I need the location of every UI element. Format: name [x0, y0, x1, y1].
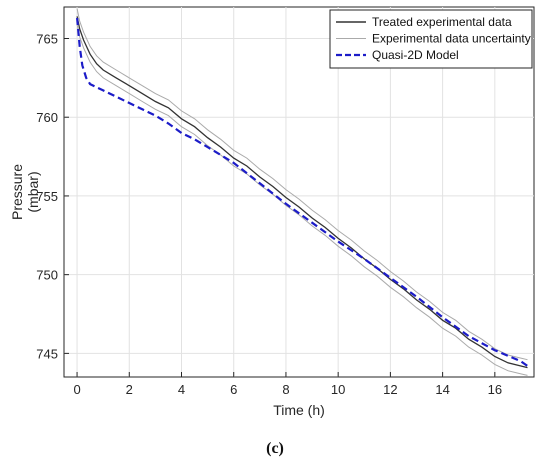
- x-tick-label: 8: [282, 382, 289, 397]
- x-tick-label: 4: [178, 382, 185, 397]
- quasi-2d-model-line: [76, 17, 529, 367]
- y-tick-labels: 745 750 755 760 765: [36, 31, 58, 361]
- y-tick-label: 750: [36, 268, 58, 283]
- x-tick-label: 16: [488, 382, 502, 397]
- grid-lines: [64, 7, 534, 377]
- x-axis-label: Time (h): [273, 402, 325, 418]
- legend-label: Experimental data uncertainty: [372, 32, 531, 46]
- figure-caption: (c): [266, 440, 284, 457]
- x-tick-label: 10: [331, 382, 345, 397]
- legend: Treated experimental data Experimental da…: [329, 9, 533, 69]
- y-tick-label: 745: [36, 346, 58, 361]
- x-tick-label: 2: [126, 382, 133, 397]
- pressure-chart: 0 2 4 6 8 10 12 14 16 745 750 755 760 765 Time (h) P…: [9, 6, 535, 418]
- legend-label: Quasi-2D Model: [372, 48, 459, 62]
- treated-data-line: [76, 16, 528, 369]
- y-axis-label: Pressure(mbar): [9, 164, 41, 220]
- uncertainty-upper-line: [76, 8, 528, 361]
- x-tick-label: 14: [435, 382, 449, 397]
- x-tick-label: 12: [383, 382, 397, 397]
- plot-area: [63, 6, 535, 378]
- x-tick-label: 6: [230, 382, 237, 397]
- y-tick-label: 755: [36, 189, 58, 204]
- series-layer: [76, 8, 529, 376]
- y-tick-label: 760: [36, 110, 58, 125]
- y-tick-label: 765: [36, 31, 58, 46]
- legend-label: Treated experimental data: [372, 15, 512, 29]
- x-tick-labels: 0 2 4 6 8 10 12 14 16: [73, 382, 502, 397]
- x-tick-label: 0: [73, 382, 80, 397]
- uncertainty-lower-line: [76, 24, 528, 376]
